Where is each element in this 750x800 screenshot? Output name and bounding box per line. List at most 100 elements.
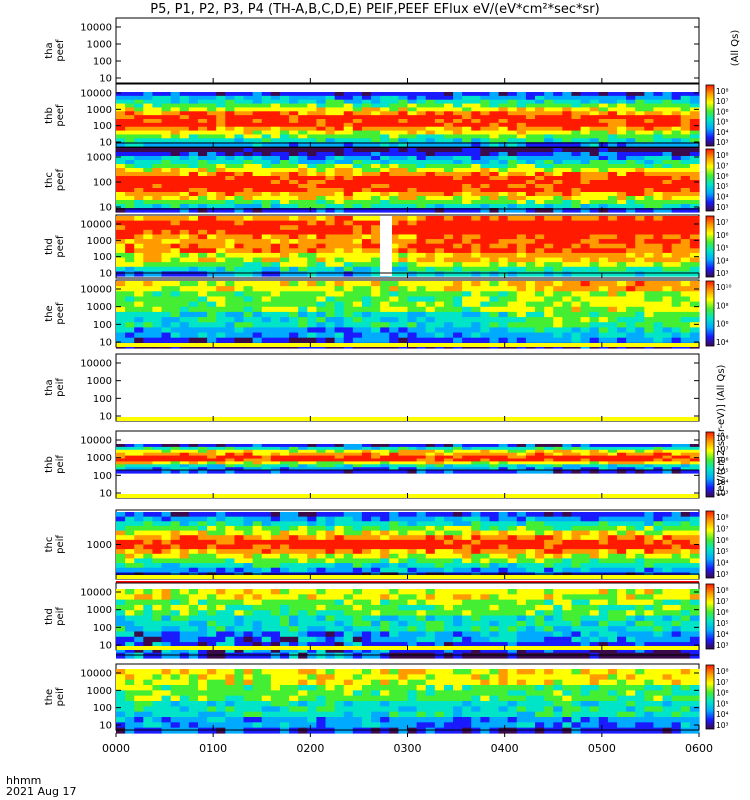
spectrogram-cell xyxy=(398,138,409,143)
spectrogram-cell xyxy=(535,322,545,328)
spectrogram-cell xyxy=(434,572,445,578)
spectrogram-cell xyxy=(252,311,263,318)
spectrogram-cell xyxy=(535,225,545,231)
spectrogram-cell xyxy=(516,164,527,169)
spectrogram-cell xyxy=(380,138,390,143)
spectrogram-cell xyxy=(443,115,454,120)
spectrogram-cell xyxy=(261,164,272,169)
spectrogram-cell xyxy=(243,172,254,177)
spectrogram-cell xyxy=(580,103,591,109)
spectrogram-cell xyxy=(607,306,618,313)
spectrogram-cell xyxy=(535,134,545,139)
spectrogram-cell xyxy=(161,220,172,226)
spectrogram-cell xyxy=(125,266,135,272)
spectrogram-cell xyxy=(544,464,554,468)
colorbar-tick-label: 10³ xyxy=(716,138,729,147)
spectrogram-cell xyxy=(553,164,563,169)
spectrogram-cell xyxy=(234,257,245,263)
spectrogram-cell xyxy=(225,563,236,569)
spectrogram-cell xyxy=(289,455,299,460)
spectrogram-cell xyxy=(207,95,217,101)
colorbar-tick-label: 10⁶ xyxy=(716,172,729,181)
spectrogram-cell xyxy=(498,196,509,201)
spectrogram-cell xyxy=(289,444,299,448)
spectrogram-cell xyxy=(116,184,126,189)
spectrogram-cell xyxy=(689,216,700,222)
spectrogram-cell xyxy=(635,168,645,173)
spectrogram-cell xyxy=(644,446,655,451)
spectrogram-cell xyxy=(407,168,418,173)
spectrogram-cell xyxy=(261,317,272,323)
spectrogram-cell xyxy=(352,337,363,344)
spectrogram-cell xyxy=(170,126,181,132)
colorbar-tick-label: 10⁸ xyxy=(716,87,729,96)
spectrogram-cell xyxy=(307,176,318,181)
spectrogram-cell xyxy=(434,286,445,292)
spectrogram-cell xyxy=(689,239,700,245)
spectrogram-cell xyxy=(525,252,536,259)
spectrogram-cell xyxy=(617,107,627,112)
spectrogram-cell xyxy=(234,455,245,460)
spectrogram-cell xyxy=(352,281,363,287)
spectrogram-cell xyxy=(398,553,409,560)
spectrogram-cell xyxy=(544,122,554,128)
spectrogram-cell xyxy=(453,567,463,573)
ylabel-tha-peif-probe: tha xyxy=(44,379,55,395)
spectrogram-cell xyxy=(544,444,554,448)
spectrogram-cell xyxy=(416,239,427,245)
spectrogram-cell xyxy=(425,446,436,451)
spectrogram-cell xyxy=(316,572,327,578)
spectrogram-cell xyxy=(434,168,445,173)
spectrogram-cell xyxy=(416,553,427,560)
spectrogram-cell xyxy=(516,122,527,128)
spectrogram-cell xyxy=(125,281,135,287)
spectrogram-cell xyxy=(343,156,354,161)
spectrogram-cell xyxy=(134,266,144,272)
spectrogram-cell xyxy=(425,306,436,313)
spectrogram-cell xyxy=(689,291,700,298)
spectrogram-cell xyxy=(225,458,236,462)
spectrogram-cell xyxy=(389,444,399,448)
spectrogram-cell xyxy=(544,152,554,157)
spectrogram-cell xyxy=(653,148,664,153)
spectrogram-cell xyxy=(425,458,436,462)
spectrogram-cell xyxy=(416,95,427,101)
spectrogram-cell xyxy=(134,449,144,454)
spectrogram-cell xyxy=(453,553,463,560)
spectrogram-cell xyxy=(662,271,673,277)
spectrogram-cell xyxy=(134,196,144,201)
spectrogram-cell xyxy=(307,196,318,201)
spectrogram-cell xyxy=(516,168,527,173)
spectrogram-cell xyxy=(252,130,263,136)
spectrogram-cell xyxy=(607,216,618,222)
spectrogram-cell xyxy=(562,271,573,277)
spectrogram-cell xyxy=(243,306,254,313)
spectrogram-cell xyxy=(161,164,172,169)
spectrogram-cell xyxy=(443,458,454,462)
spectrogram-cell xyxy=(298,130,308,136)
spectrogram-cell xyxy=(179,572,190,578)
spectrogram-cell xyxy=(416,311,427,318)
spectrogram-cell xyxy=(407,296,418,303)
spectrogram-cell xyxy=(207,107,217,112)
spectrogram-cell xyxy=(252,549,263,555)
spectrogram-cell xyxy=(434,512,445,518)
spectrogram-cell xyxy=(425,563,436,569)
spectrogram-cell xyxy=(116,446,126,451)
spectrogram-cell xyxy=(398,156,409,161)
spectrogram-cell xyxy=(407,512,418,518)
spectrogram-cell xyxy=(216,444,226,448)
spectrogram-cell xyxy=(207,572,217,578)
spectrogram-cell xyxy=(671,111,682,116)
spectrogram-cell xyxy=(434,156,445,161)
spectrogram-cell xyxy=(480,200,491,205)
spectrogram-cell xyxy=(553,291,563,298)
spectrogram-cell xyxy=(635,196,645,201)
spectrogram-cell xyxy=(216,470,226,474)
spectrogram-cell xyxy=(562,286,573,292)
spectrogram-cell xyxy=(380,449,390,454)
spectrogram-cell xyxy=(279,470,290,474)
spectrogram-cell xyxy=(143,301,154,308)
spectrogram-cell xyxy=(580,444,591,448)
spectrogram-cell xyxy=(207,119,217,124)
